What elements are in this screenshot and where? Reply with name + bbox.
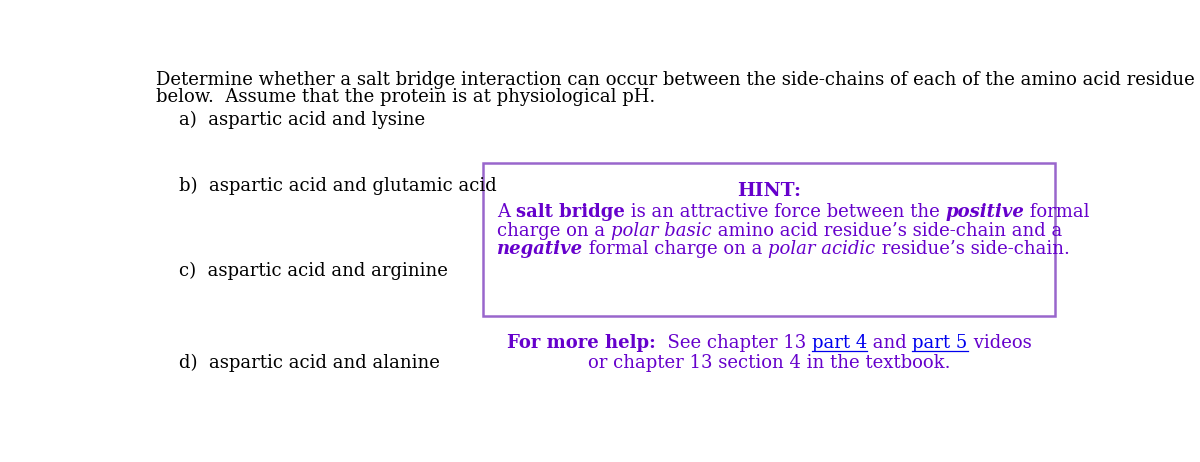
Text: part 4: part 4 — [811, 334, 866, 352]
Text: d)  aspartic acid and alanine: d) aspartic acid and alanine — [180, 354, 440, 372]
Text: HINT:: HINT: — [737, 182, 802, 200]
Text: negative: negative — [497, 240, 583, 258]
Text: formal charge on a: formal charge on a — [583, 240, 768, 258]
Text: is an attractive force between the: is an attractive force between the — [625, 203, 946, 221]
Text: polar basic: polar basic — [611, 222, 712, 240]
Text: or chapter 13 section 4 in the textbook.: or chapter 13 section 4 in the textbook. — [588, 354, 950, 372]
Text: part 5: part 5 — [912, 334, 967, 352]
FancyBboxPatch shape — [484, 163, 1055, 316]
Text: polar acidic: polar acidic — [768, 240, 876, 258]
Text: formal: formal — [1025, 203, 1090, 221]
Text: For more help:: For more help: — [506, 334, 655, 352]
Text: A: A — [497, 203, 516, 221]
Text: See chapter 13: See chapter 13 — [655, 334, 811, 352]
Text: residue’s side-chain.: residue’s side-chain. — [876, 240, 1069, 258]
Text: b)  aspartic acid and glutamic acid: b) aspartic acid and glutamic acid — [180, 177, 497, 195]
Text: salt bridge: salt bridge — [516, 203, 625, 221]
Text: charge on a: charge on a — [497, 222, 611, 240]
Text: c)  aspartic acid and arginine: c) aspartic acid and arginine — [180, 262, 449, 280]
Text: and: and — [866, 334, 912, 352]
Text: a)  aspartic acid and lysine: a) aspartic acid and lysine — [180, 111, 426, 129]
Text: below.  Assume that the protein is at physiological pH.: below. Assume that the protein is at phy… — [156, 88, 655, 106]
Text: amino acid residue’s side-chain and a: amino acid residue’s side-chain and a — [712, 222, 1062, 240]
Text: videos: videos — [967, 334, 1032, 352]
Text: positive: positive — [946, 203, 1025, 221]
Text: Determine whether a salt bridge interaction can occur between the side-chains of: Determine whether a salt bridge interact… — [156, 71, 1200, 89]
